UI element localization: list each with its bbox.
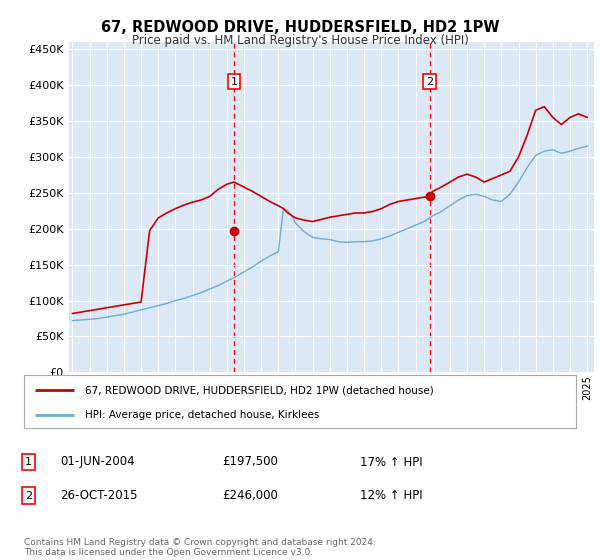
Text: 1: 1 xyxy=(230,77,238,86)
Text: 1: 1 xyxy=(25,457,32,467)
Text: HPI: Average price, detached house, Kirklees: HPI: Average price, detached house, Kirk… xyxy=(85,410,319,420)
Text: 2: 2 xyxy=(426,77,433,86)
Text: 2: 2 xyxy=(25,491,32,501)
Text: Price paid vs. HM Land Registry's House Price Index (HPI): Price paid vs. HM Land Registry's House … xyxy=(131,34,469,46)
Text: 26-OCT-2015: 26-OCT-2015 xyxy=(60,489,137,502)
Text: 01-JUN-2004: 01-JUN-2004 xyxy=(60,455,134,469)
Text: £197,500: £197,500 xyxy=(222,455,278,469)
Text: Contains HM Land Registry data © Crown copyright and database right 2024.
This d: Contains HM Land Registry data © Crown c… xyxy=(24,538,376,557)
Text: £246,000: £246,000 xyxy=(222,489,278,502)
Text: 67, REDWOOD DRIVE, HUDDERSFIELD, HD2 1PW: 67, REDWOOD DRIVE, HUDDERSFIELD, HD2 1PW xyxy=(101,20,499,35)
Text: 12% ↑ HPI: 12% ↑ HPI xyxy=(360,489,422,502)
Text: 17% ↑ HPI: 17% ↑ HPI xyxy=(360,455,422,469)
Text: 67, REDWOOD DRIVE, HUDDERSFIELD, HD2 1PW (detached house): 67, REDWOOD DRIVE, HUDDERSFIELD, HD2 1PW… xyxy=(85,385,433,395)
